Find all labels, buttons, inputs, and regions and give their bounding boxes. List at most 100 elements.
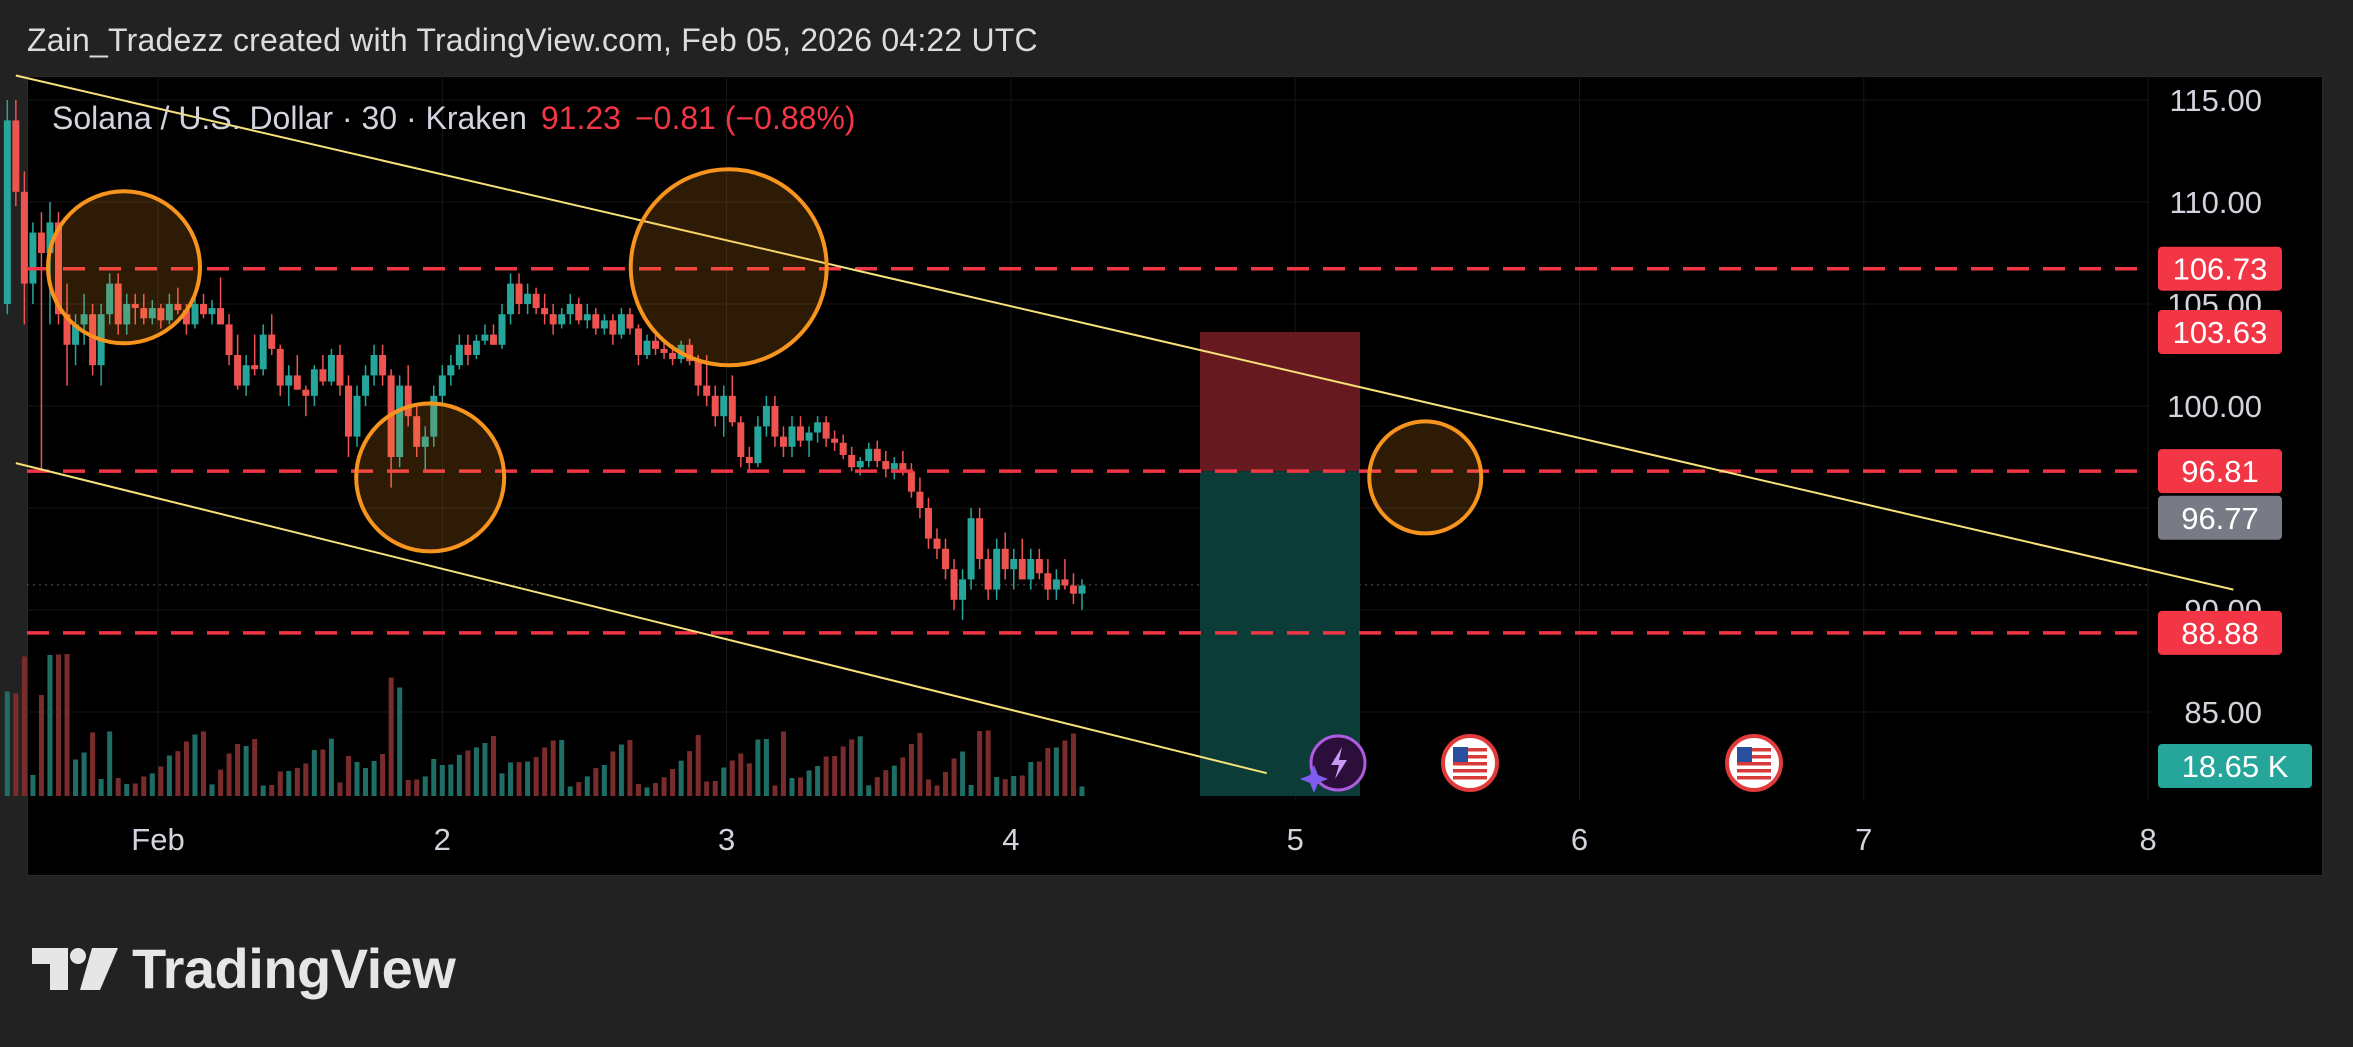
- highlight-circle[interactable]: [1367, 419, 1484, 536]
- volume-bar: [780, 731, 786, 796]
- x-axis-tick: 4: [1002, 822, 1019, 857]
- volume-bar: [857, 736, 863, 796]
- candle-body: [566, 304, 574, 315]
- volume-bars: [4, 654, 1085, 796]
- candle-body: [839, 442, 847, 455]
- candle-body: [694, 361, 702, 386]
- highlight-circle[interactable]: [628, 167, 829, 368]
- candle-body: [191, 304, 199, 325]
- highlight-circle[interactable]: [46, 189, 202, 346]
- x-axis-tick: Feb: [131, 822, 184, 857]
- volume-bar: [994, 777, 1000, 796]
- volume-bar: [729, 760, 735, 796]
- x-axis-tick: 8: [2139, 822, 2156, 857]
- candle-body: [549, 314, 557, 325]
- candle-body: [899, 463, 907, 472]
- flag-stripe: [1453, 748, 1487, 752]
- volume-bar: [840, 746, 846, 796]
- candle-body: [583, 314, 591, 321]
- volume-bar: [21, 656, 27, 796]
- volume-bar: [64, 654, 70, 796]
- candle-body: [80, 314, 88, 325]
- level-price-label[interactable]: [2158, 449, 2282, 494]
- level-price-label[interactable]: [2158, 610, 2282, 655]
- sparkle-icon: [1300, 765, 1328, 793]
- candle-body: [157, 308, 165, 321]
- axis-price-marker[interactable]: [2158, 309, 2282, 354]
- candle-body: [336, 355, 344, 386]
- volume-bar: [908, 743, 914, 796]
- candle-body: [541, 308, 549, 315]
- candle-body: [1035, 559, 1043, 574]
- volume-bar: [584, 776, 590, 796]
- candle-body: [285, 375, 293, 386]
- candle-body: [711, 395, 719, 417]
- volume-bar: [738, 753, 744, 796]
- candle-body: [1044, 573, 1052, 590]
- chart-panel[interactable]: [27, 76, 2323, 876]
- volume-bar: [345, 756, 351, 796]
- volume-bar: [252, 739, 258, 796]
- flag-canton: [1737, 747, 1752, 762]
- level-price-label[interactable]: [2158, 246, 2282, 291]
- volume-bar: [1036, 761, 1042, 796]
- candle-body: [643, 340, 651, 355]
- candle-body: [1010, 559, 1018, 570]
- volume-bar: [951, 758, 957, 796]
- tradingview-logo[interactable]: TradingView: [32, 936, 456, 1001]
- volume-bar: [320, 749, 326, 796]
- highlight-circle[interactable]: [354, 401, 507, 554]
- volume-bar: [465, 750, 471, 796]
- y-axis-tick: 100.00: [2167, 389, 2262, 424]
- candle-body: [344, 385, 352, 437]
- volume-bar: [1053, 747, 1059, 796]
- volume-bar: [891, 765, 897, 796]
- volume-bar: [917, 733, 923, 796]
- volume-bar: [1019, 775, 1025, 796]
- candle-body: [737, 422, 745, 457]
- volume-bar: [141, 776, 147, 796]
- candle-body: [72, 324, 80, 345]
- volume-bar: [439, 765, 445, 796]
- candle-body: [148, 308, 156, 319]
- volume-bar: [158, 766, 164, 796]
- candle-body: [1078, 585, 1086, 594]
- volume-bar: [772, 785, 778, 796]
- candle-body: [421, 436, 429, 447]
- x-axis-tick: 7: [1855, 822, 1872, 857]
- volume-bar: [823, 756, 829, 796]
- candle-body: [924, 508, 932, 539]
- chart-grid: [27, 76, 2150, 800]
- candle-body: [831, 438, 839, 443]
- symbol-legend[interactable]: Solana / U.S. Dollar · 30 · Kraken 91.23−…: [52, 100, 856, 137]
- volume-bar: [30, 775, 36, 796]
- stop-loss-zone[interactable]: [1200, 331, 1360, 472]
- x-axis-tick: 5: [1287, 822, 1304, 857]
- candle-body: [890, 463, 898, 470]
- flag-stripe: [1737, 762, 1771, 766]
- volume-bar: [601, 765, 607, 796]
- trendline[interactable]: [15, 462, 1268, 775]
- volume-label[interactable]: [2158, 744, 2312, 788]
- candle-body: [626, 314, 634, 329]
- volume-bar: [405, 780, 411, 796]
- volume-bar: [508, 762, 514, 796]
- volume-bar: [235, 743, 241, 796]
- candle-body: [498, 314, 506, 345]
- volume-bar: [644, 787, 650, 796]
- candle-body: [652, 340, 660, 349]
- trendline[interactable]: [15, 74, 2234, 591]
- candle-body: [686, 344, 694, 362]
- event-icons: [1300, 734, 1783, 793]
- axis-price-marker[interactable]: [2158, 495, 2282, 540]
- volume-bar: [567, 786, 573, 796]
- x-axis-tick: 6: [1571, 822, 1588, 857]
- volume-bar: [849, 739, 855, 796]
- volume-bar: [354, 762, 360, 796]
- volume-bar: [533, 757, 539, 796]
- volume-bar: [337, 782, 343, 796]
- candle-body: [848, 454, 856, 468]
- volume-bar: [363, 768, 369, 796]
- candle-body: [430, 395, 438, 437]
